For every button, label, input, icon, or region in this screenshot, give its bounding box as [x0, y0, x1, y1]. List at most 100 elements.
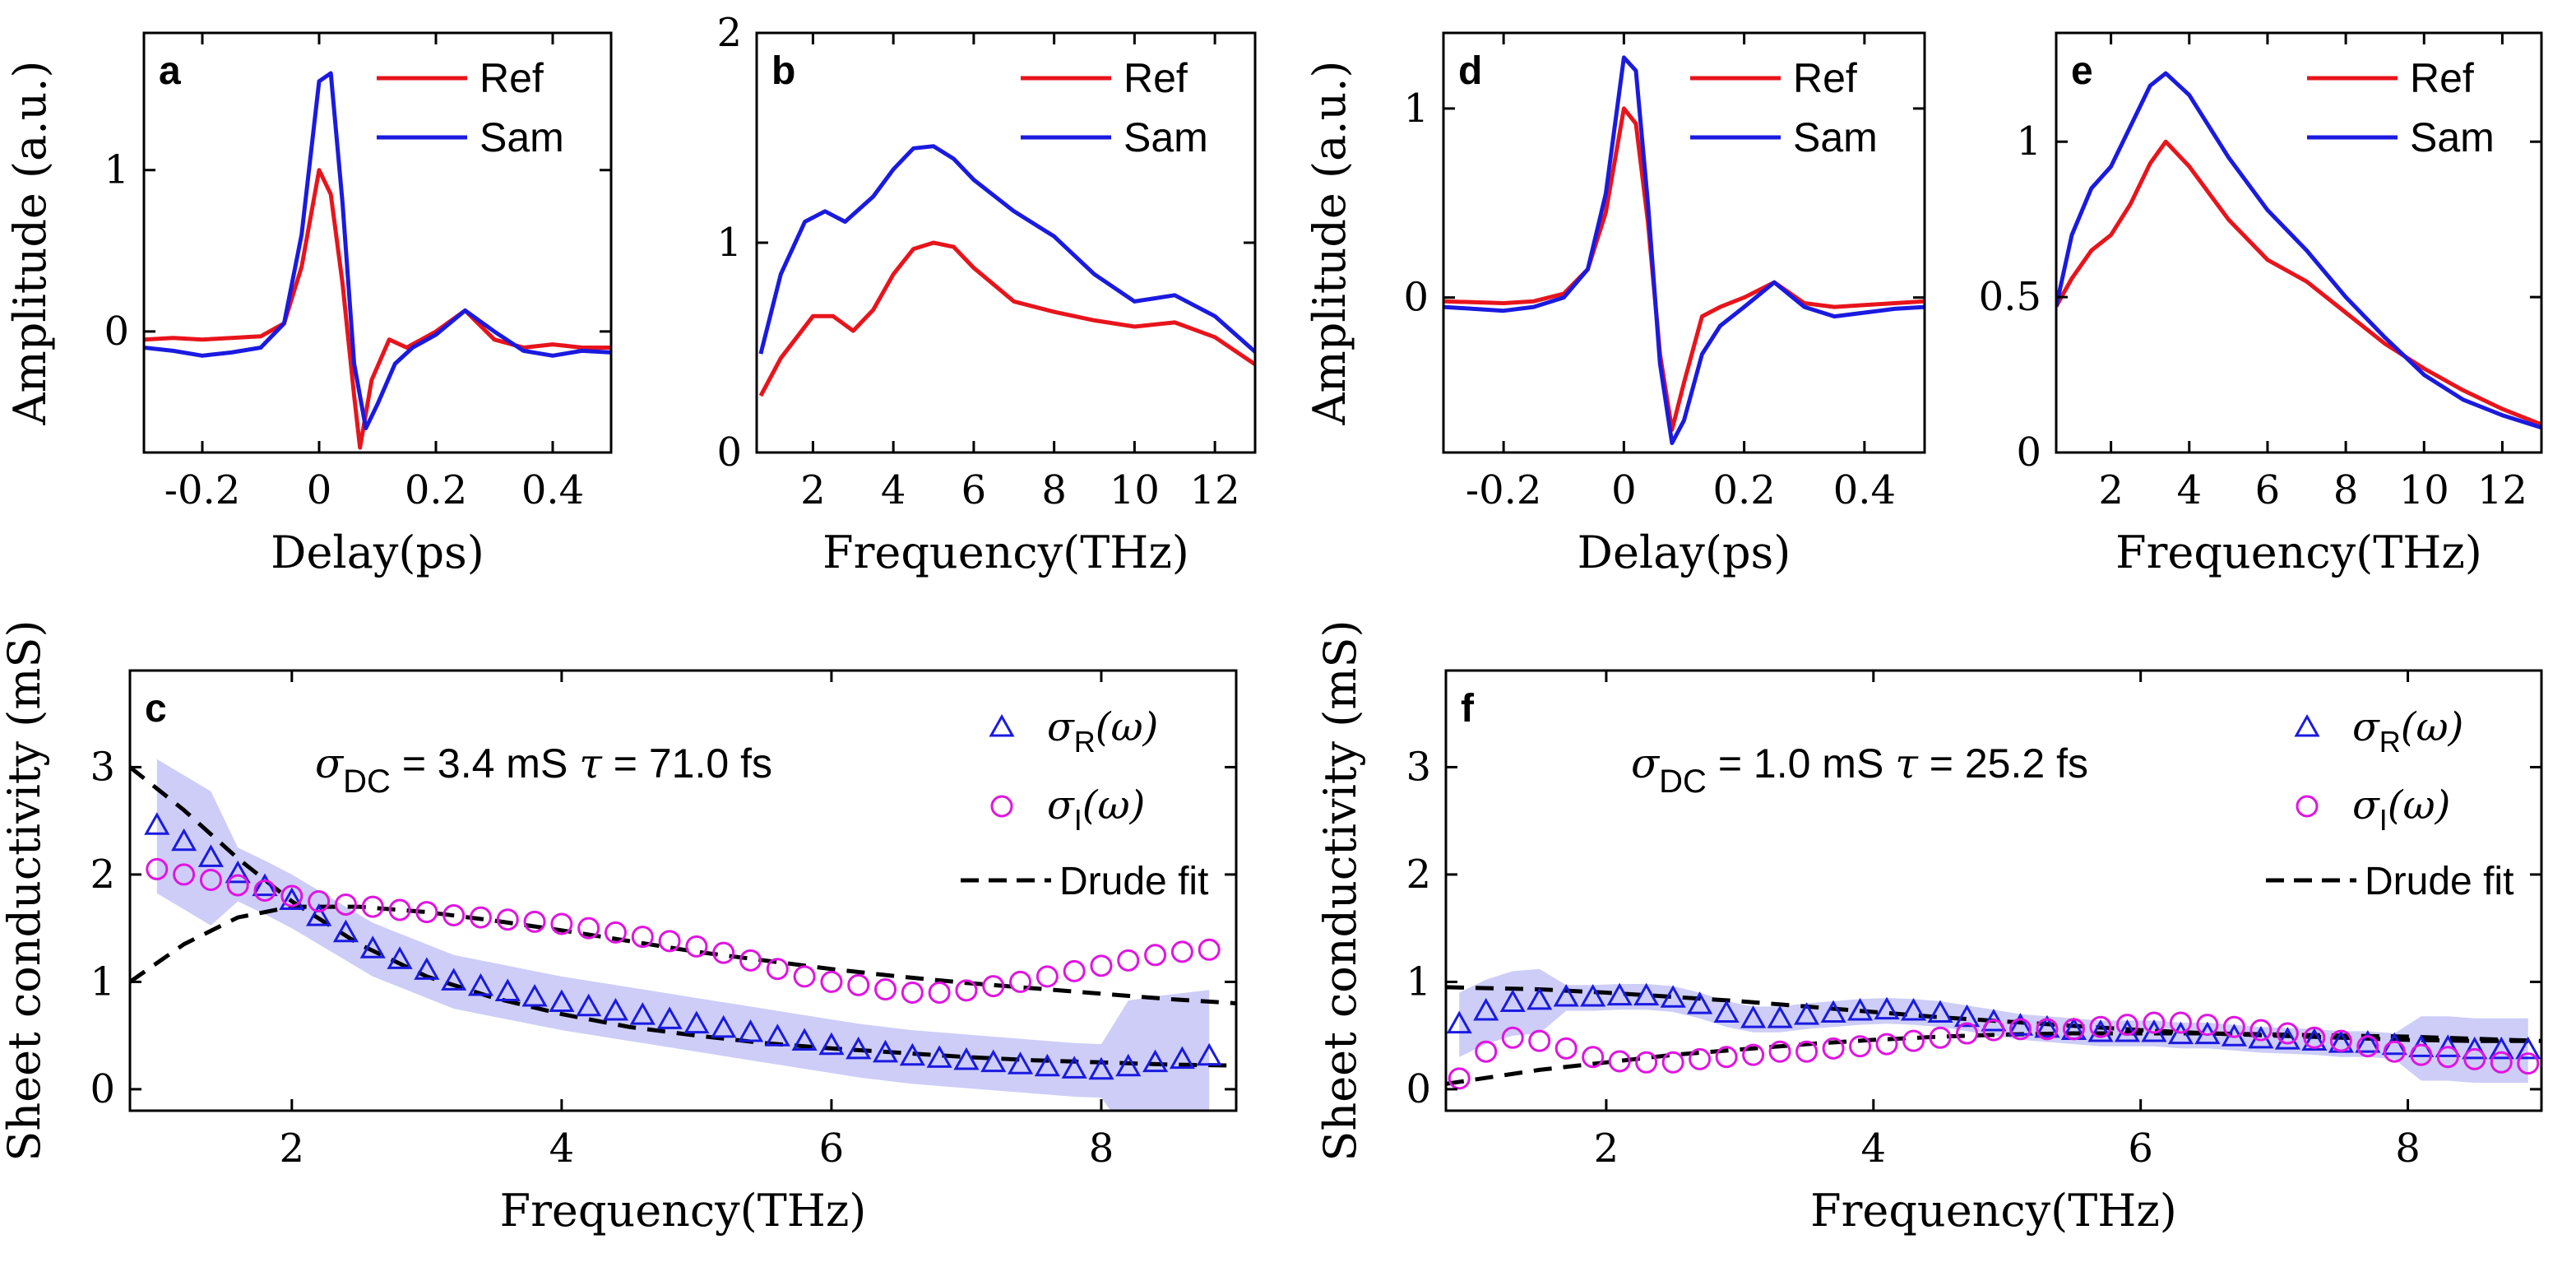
sigma-i-point	[2249, 1019, 2273, 1042]
sigma-r-point	[467, 972, 494, 996]
sigma-i-point	[982, 975, 1005, 998]
sigma-i-point	[2169, 1011, 2192, 1034]
sigma-r-point	[521, 983, 548, 1007]
sigma-r-point	[1142, 1049, 1169, 1073]
legend-label-ref: Ref	[480, 55, 544, 101]
sigma-i-point	[2303, 1026, 2326, 1049]
sigma-i-point	[1582, 1046, 1605, 1069]
x-axis-label-e: Frequency(THz)	[2115, 527, 2482, 578]
sigma-r-point	[1927, 1000, 1953, 1023]
sigma-i-point	[631, 926, 654, 949]
plot-area-a	[144, 71, 611, 450]
sigma-i-point	[1715, 1046, 1738, 1069]
sigma-i-point	[2490, 1051, 2513, 1074]
x-tick-label: 6	[961, 467, 987, 513]
y-tick-label: 0	[716, 429, 742, 476]
legend-label-sam: Sam	[2410, 114, 2495, 160]
sigma-r-point	[2301, 1028, 2328, 1051]
sigma-i-point	[2463, 1047, 2486, 1070]
series-line-sam	[758, 144, 1255, 355]
sigma-i-point	[2196, 1014, 2219, 1037]
y-tick-label: 2	[1406, 852, 1431, 898]
sigma-i-point	[442, 904, 466, 927]
sigma-i-point	[1009, 970, 1032, 993]
y-tick-label: 0	[2016, 429, 2041, 476]
y-tick-label: 2	[716, 10, 742, 56]
x-tick-label: 8	[2395, 1126, 2421, 1172]
sigma-i-point	[928, 981, 951, 1004]
sigma-r-point	[926, 1045, 952, 1068]
sigma-i-point	[2276, 1022, 2299, 1045]
panel-label-c: c	[145, 687, 167, 731]
drude-fit-imag	[1446, 1031, 2541, 1086]
sigma-i-point	[1035, 965, 1059, 988]
sigma-i-point	[2383, 1040, 2406, 1063]
y-axis-label-c: Sheet conductivity (mS)	[0, 620, 50, 1161]
sigma-r-point	[1088, 1056, 1114, 1080]
sigma-i-point	[2410, 1043, 2433, 1066]
sigma-i-point	[415, 901, 438, 924]
sigma-i-point	[1822, 1037, 1845, 1060]
sigma-r-point	[1606, 982, 1633, 1006]
sigma-i-point	[820, 970, 843, 993]
legend-label-drude-fit: Drude fit	[2365, 860, 2513, 903]
sigma-r-point	[494, 978, 521, 1001]
sigma-r-point	[197, 844, 224, 867]
sigma-r-point	[629, 1002, 656, 1025]
sigma-r-point	[359, 935, 386, 958]
sigma-r-point	[414, 957, 440, 980]
sigma-i-point	[2143, 1011, 2166, 1034]
sigma-i-point	[604, 921, 627, 944]
sigma-r-point	[846, 1036, 872, 1060]
sigma-i-point	[1902, 1029, 1925, 1052]
sigma-i-point	[1117, 949, 1140, 972]
sigma-i-point	[1144, 944, 1167, 967]
sigma-i-point	[2222, 1015, 2245, 1038]
sigma-i-point	[280, 884, 303, 907]
sigma-i-point	[199, 868, 222, 891]
sigma-i-point	[739, 949, 762, 972]
sigma-r-point	[1767, 1005, 1793, 1028]
sigma-r-point	[2114, 1019, 2141, 1042]
sigma-r-point	[953, 1047, 980, 1070]
y-tick-label: 0.5	[1979, 274, 2041, 320]
plot-area-d	[1443, 55, 1925, 445]
sigma-r-point	[1007, 1051, 1034, 1074]
series-line-sam	[1443, 55, 1925, 445]
legend-label-sam: Sam	[1124, 114, 1208, 160]
sigma-i-point	[2008, 1018, 2032, 1041]
x-tick-label: 12	[2477, 467, 2527, 513]
sigma-r-point	[1169, 1046, 1195, 1070]
sigma-r-point	[980, 1049, 1007, 1073]
sigma-i-point	[334, 893, 357, 916]
sigma-i-point	[1742, 1043, 1765, 1066]
sigma-i-point	[685, 935, 708, 958]
y-axis-label-a: Amplitude (a.u.)	[4, 61, 56, 426]
legend-label-ref: Ref	[1124, 55, 1188, 101]
sigma-i-point	[1768, 1040, 1791, 1063]
sigma-r-point	[2007, 1013, 2034, 1036]
sigma-i-point	[361, 895, 384, 918]
sigma-i-point	[793, 965, 816, 988]
sigma-i-point	[1528, 1029, 1551, 1052]
sigma-r-point	[1580, 983, 1606, 1007]
legend-marker-sigma-r	[989, 713, 1015, 737]
sigma-i-point	[1554, 1037, 1578, 1060]
panel-label-e: e	[2071, 49, 2093, 93]
sigma-i-point	[847, 973, 870, 996]
sigma-r-uncertainty-band	[1459, 968, 2528, 1084]
sigma-r-point	[576, 993, 602, 1017]
panel-c: σDC = 3.4 mS τ = 71.0 fs σR(ω) σI(ω) Drude …	[0, 620, 1238, 1237]
sigma-r-point	[1900, 997, 1927, 1021]
sigma-i-point	[388, 898, 411, 921]
panel-f: σDC = 1.0 mS τ = 25.2 fs σR(ω) σI(ω) Drude …	[1314, 620, 2543, 1237]
plot-area-e	[2056, 71, 2541, 430]
sigma-i-point	[1608, 1050, 1631, 1073]
sigma-i-point	[1198, 938, 1221, 961]
sigma-r-point	[549, 989, 575, 1013]
sigma-r-point	[332, 919, 359, 943]
series-line-ref	[758, 240, 1255, 397]
sigma-i-point	[901, 981, 924, 1004]
sigma-i-point	[2036, 1018, 2059, 1041]
